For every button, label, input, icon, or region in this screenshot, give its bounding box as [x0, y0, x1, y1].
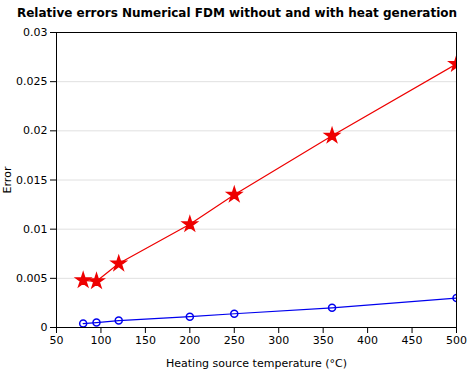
svg-text:150: 150 [135, 334, 156, 347]
svg-text:350: 350 [313, 334, 334, 347]
svg-text:0.025: 0.025 [16, 75, 48, 88]
svg-text:500: 500 [446, 334, 467, 347]
svg-text:100: 100 [90, 334, 111, 347]
html-text:Relative errors Numerical FDM: Relative errors Numerical FDM without an… [17, 6, 457, 20]
svg-text:0: 0 [41, 321, 48, 334]
svg-text:0.015: 0.015 [16, 174, 48, 187]
svg-text:0.005: 0.005 [16, 272, 48, 285]
svg-text:400: 400 [357, 334, 378, 347]
svg-text:0.02: 0.02 [23, 124, 48, 137]
svg-text:0.01: 0.01 [23, 223, 48, 236]
svg-text:Heating source temperature (°C: Heating source temperature (°C) [166, 357, 347, 369]
svg-text:0.03: 0.03 [23, 26, 48, 39]
svg-text:300: 300 [268, 334, 289, 347]
svg-text:200: 200 [179, 334, 200, 347]
svg-text:Error: Error [1, 166, 14, 193]
svg-text:450: 450 [402, 334, 423, 347]
svg-text:50: 50 [50, 334, 64, 347]
svg-text:250: 250 [224, 334, 245, 347]
